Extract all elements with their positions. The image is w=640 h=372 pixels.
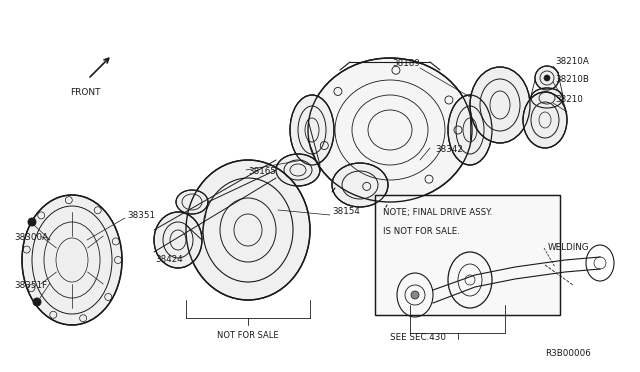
- Circle shape: [28, 218, 36, 226]
- Ellipse shape: [332, 163, 388, 207]
- Text: 38210A: 38210A: [555, 58, 589, 67]
- Ellipse shape: [176, 190, 208, 214]
- Text: R3B00006: R3B00006: [545, 350, 591, 359]
- Text: 38165: 38165: [248, 167, 276, 176]
- Text: 38342: 38342: [435, 145, 463, 154]
- Text: SEE SEC.430: SEE SEC.430: [390, 334, 446, 343]
- Ellipse shape: [308, 58, 472, 202]
- Text: 38424: 38424: [155, 256, 183, 264]
- Text: 38300A: 38300A: [14, 234, 48, 243]
- Text: 38210B: 38210B: [555, 76, 589, 84]
- Ellipse shape: [470, 67, 530, 143]
- Text: IS NOT FOR SALE.: IS NOT FOR SALE.: [383, 227, 460, 235]
- Ellipse shape: [448, 95, 492, 165]
- Bar: [375, 195, 560, 315]
- Ellipse shape: [154, 212, 202, 268]
- Ellipse shape: [22, 195, 122, 325]
- Circle shape: [544, 75, 550, 81]
- Ellipse shape: [523, 92, 567, 148]
- Text: 38210: 38210: [555, 96, 583, 105]
- Circle shape: [535, 66, 559, 90]
- Text: 38351F: 38351F: [14, 280, 47, 289]
- Text: 38189: 38189: [392, 58, 420, 67]
- Ellipse shape: [276, 154, 320, 186]
- Ellipse shape: [531, 88, 563, 108]
- Text: NOT FOR SALE: NOT FOR SALE: [217, 331, 279, 340]
- Circle shape: [411, 291, 419, 299]
- Text: 38154: 38154: [332, 208, 360, 217]
- Bar: [375, 195, 560, 315]
- Ellipse shape: [186, 160, 310, 300]
- Text: NOTE; FINAL DRIVE ASSY.: NOTE; FINAL DRIVE ASSY.: [383, 208, 492, 218]
- Ellipse shape: [290, 95, 334, 165]
- Text: WELDING: WELDING: [548, 244, 589, 253]
- Circle shape: [33, 298, 41, 306]
- Text: 38351: 38351: [127, 211, 155, 219]
- Text: FRONT: FRONT: [70, 88, 100, 97]
